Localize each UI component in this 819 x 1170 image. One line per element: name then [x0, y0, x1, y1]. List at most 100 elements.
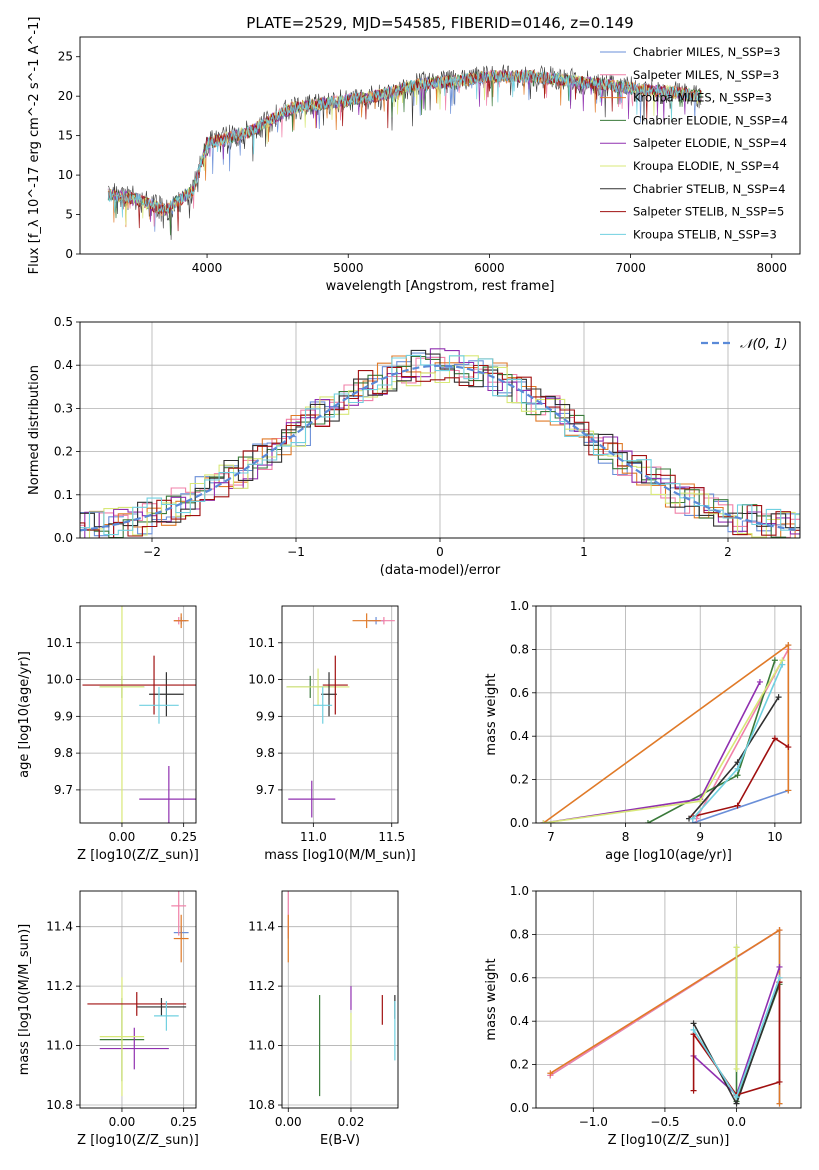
series-line [688, 696, 780, 820]
plot-area [87, 891, 189, 1097]
legend-entry: Salpeter MILES, N_SSP=3 [633, 68, 779, 82]
y-tick-label: 0.2 [510, 1058, 529, 1072]
panel-age-vs-metallicity: 0.00 0.25 9.7 9.8 9.9 10.0 10.1 Z [log10(Z/Z_su… [17, 605, 199, 863]
x-tick-label: 4000 [192, 261, 223, 275]
x-tick-label: 0.00 [109, 830, 136, 844]
grid-layer [80, 606, 196, 823]
legend-entry: Kroupa MILES, N_SSP=3 [633, 91, 772, 105]
x-tick-label: 9 [696, 830, 704, 844]
spectrum-line-3 [107, 70, 702, 236]
series-marker [689, 815, 696, 822]
x-axis-label: (data-model)/error [380, 563, 501, 578]
axes-layer: 0.00 0.02 10.8 11.0 11.2 11.4 E(B-V) [248, 890, 399, 1148]
y-tick-label: 9.7 [54, 783, 73, 797]
series-marker [756, 678, 763, 685]
y-tick-label: 10.0 [46, 673, 73, 687]
x-tick-label: 10 [767, 830, 782, 844]
y-tick-label: 0.2 [54, 445, 73, 459]
y-tick-label: 5 [65, 208, 73, 222]
histogram-steps-6 [80, 349, 800, 529]
axes-frame [281, 605, 399, 824]
series-marker [771, 657, 778, 664]
panel-mass-weight-vs-age: 7 8 9 10 0.0 0.2 0.4 0.6 0.8 1.0 age [log10(age/yr… [484, 599, 802, 863]
panel-spectrum: 4000 5000 6000 7000 8000 0 5 10 15 20 25 wavelength… [27, 17, 801, 294]
y-tick-label: 11.2 [46, 979, 73, 993]
x-tick-label: 0.0 [727, 1115, 746, 1129]
series-marker [776, 963, 783, 970]
errorbar-point-2 [173, 613, 189, 629]
errorbar-point-7 [82, 655, 196, 715]
y-tick-label: 11.0 [248, 1039, 275, 1053]
series-marker [734, 765, 741, 772]
y-tick-label: 0.4 [510, 1014, 529, 1028]
mass-weight-series-4 [540, 678, 763, 823]
y-tick-label: 0.0 [54, 531, 73, 545]
series-line [692, 737, 789, 818]
errorbar-point-7 [322, 655, 348, 715]
y-tick-label: 0 [65, 247, 73, 261]
legend-entry: Kroupa STELIB, N_SSP=3 [633, 227, 777, 241]
axes-layer: 7 8 9 10 0.0 0.2 0.4 0.6 0.8 1.0 age [log10(age/yr… [484, 599, 802, 863]
grid-layer [282, 891, 398, 1108]
errorbar-point-5 [99, 606, 145, 823]
x-tick-label: 0.00 [275, 1115, 302, 1129]
plot-area [287, 891, 396, 1097]
series-marker [776, 927, 783, 934]
y-tick-label: 0.3 [54, 401, 73, 415]
y-tick-label: 9.9 [256, 709, 275, 723]
legend-entry: 𝒩(0, 1) [740, 337, 787, 352]
errorbar-point-5 [99, 977, 145, 1097]
series-marker [771, 735, 778, 742]
series-marker [644, 820, 651, 823]
y-tick-label: 11.2 [248, 979, 275, 993]
x-tick-label: 8 [622, 830, 630, 844]
series-marker [776, 1078, 783, 1085]
series-marker [540, 820, 547, 823]
axes-layer: 11.0 11.5 9.7 9.8 9.9 10.0 10.1 mass [log10(M/M… [248, 605, 416, 863]
panel-mass-vs-ebv: 0.00 0.02 10.8 11.0 11.2 11.4 E(B-V) [248, 890, 399, 1148]
errorbar-point-6 [136, 998, 187, 1016]
series-line [543, 659, 783, 823]
errorbar-point-8 [139, 686, 179, 724]
plot-area [82, 606, 196, 823]
spectrum-line-8 [107, 70, 702, 218]
figure-title: PLATE=2529, MJD=54585, FIBERID=0146, z=0… [246, 14, 633, 32]
series-marker [733, 1100, 740, 1107]
y-tick-label: 10.1 [248, 636, 275, 650]
y-tick-label: 10 [58, 168, 73, 182]
y-tick-label: 9.8 [54, 746, 73, 760]
panels-layer: 4000 5000 6000 7000 80000510152025wavelength… [17, 17, 802, 1148]
axes-layer: 0.00 0.25 10.8 11.0 11.2 11.4 Z [log10(Z/Z_sun… [17, 890, 199, 1148]
series-marker [697, 798, 704, 805]
series-line [543, 681, 761, 823]
mass-weight-series-8 [689, 661, 786, 822]
axes-layer: −2 −1 0 1 2 0.0 0.1 0.2 0.3 0.4 0.5 (data-model)/er… [27, 315, 801, 578]
x-tick-label: 2 [724, 545, 732, 559]
y-tick-label: 10.8 [46, 1098, 73, 1112]
y-tick-label: 0.6 [510, 971, 529, 985]
errorbar-point-1 [171, 891, 187, 936]
mass-weight-series-6 [686, 694, 782, 822]
x-tick-label: −2 [143, 545, 161, 559]
legend-entry: Kroupa ELODIE, N_SSP=4 [633, 159, 779, 173]
y-tick-label: 10.8 [248, 1098, 275, 1112]
x-axis-label: Z [log10(Z/Z_sun)] [77, 1133, 199, 1148]
y-tick-label: 0.6 [510, 686, 529, 700]
x-tick-label: 5000 [333, 261, 364, 275]
series-marker [785, 787, 792, 794]
x-tick-label: 0.25 [170, 1115, 197, 1129]
x-tick-label: 0 [436, 545, 444, 559]
axes-frame [535, 890, 802, 1109]
y-tick-label: 0.2 [510, 773, 529, 787]
y-tick-label: 11.0 [46, 1039, 73, 1053]
panel-age-vs-mass: 11.0 11.5 9.7 9.8 9.9 10.0 10.1 mass [log10(M/M… [248, 605, 416, 863]
y-tick-label: 11.4 [248, 920, 275, 934]
series-marker [779, 661, 786, 668]
x-tick-label: 11.5 [378, 830, 405, 844]
series-marker [733, 944, 740, 951]
y-tick-label: 0.8 [510, 927, 529, 941]
series-line [692, 645, 790, 823]
series-marker [733, 1094, 740, 1101]
y-tick-label: 1.0 [510, 884, 529, 898]
errorbar-point-4 [288, 780, 336, 818]
